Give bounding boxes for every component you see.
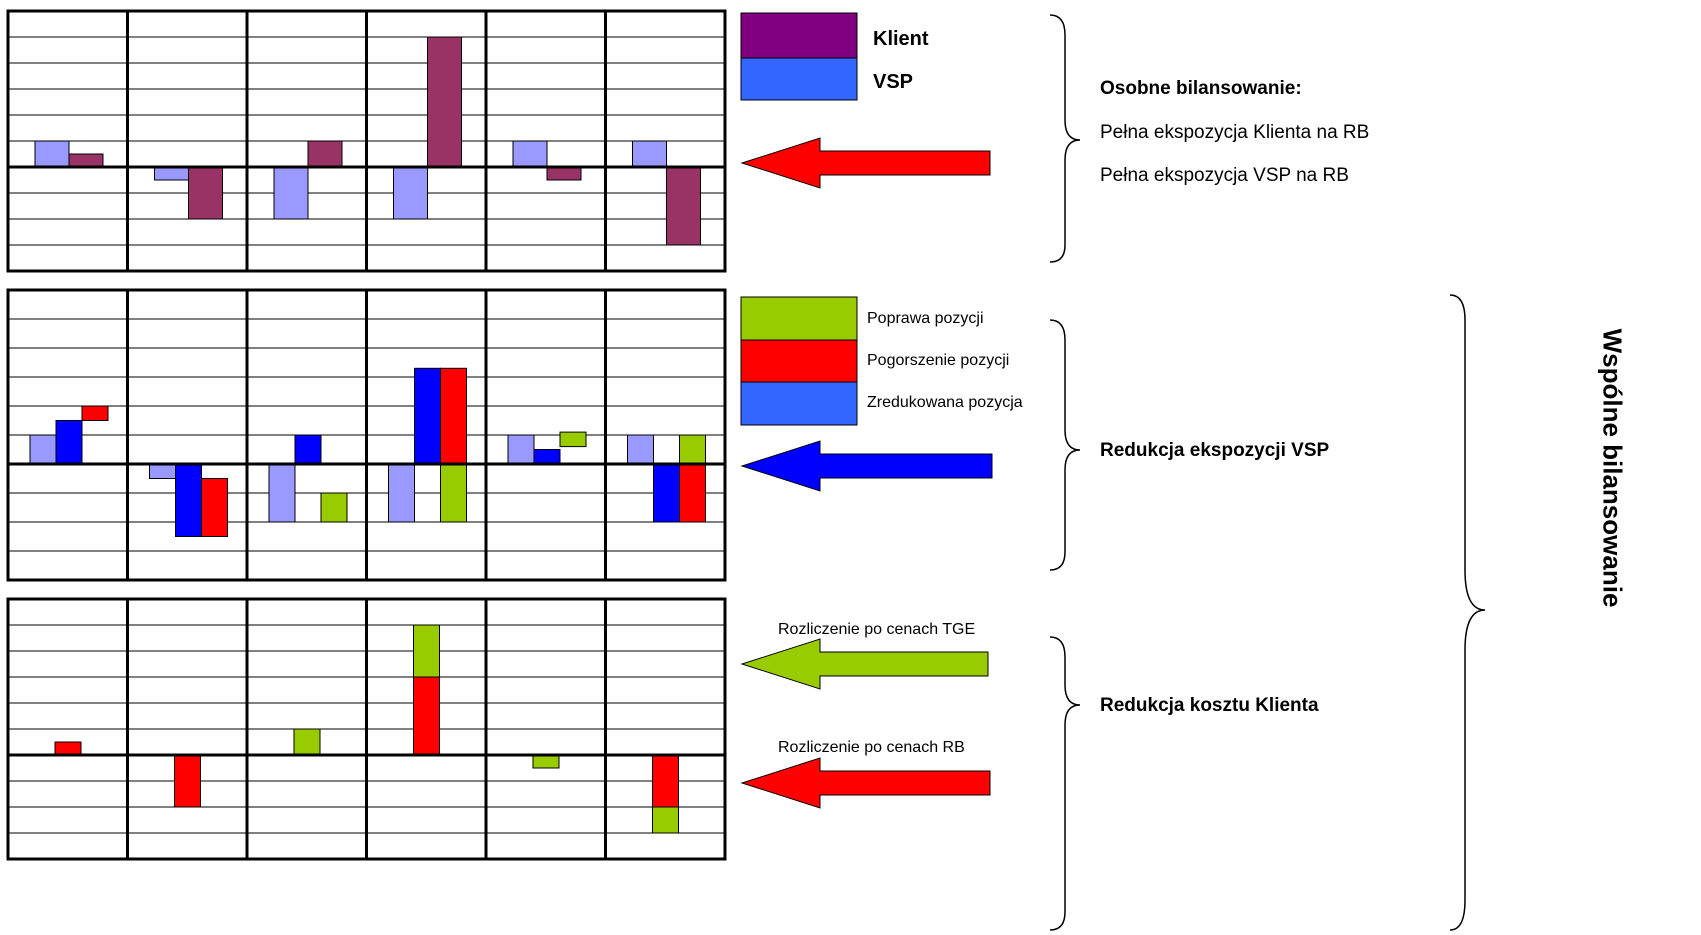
legend-vsp-label: VSP xyxy=(873,71,914,93)
bar-vsp-5 xyxy=(512,140,548,168)
bar-vsp-4 xyxy=(393,166,428,220)
bar-pogorszenie-pozycji-1 xyxy=(54,741,82,756)
bar-vsp-1 xyxy=(34,140,70,168)
bar-klient-3 xyxy=(307,140,343,168)
section3-title: Redukcja kosztu Klienta xyxy=(1100,695,1319,716)
bar-poprawa-pozycji-3 xyxy=(320,492,348,523)
bar-pogorszenie-pozycji-2 xyxy=(201,478,228,537)
arrow-green xyxy=(740,638,989,690)
bar-klient-6 xyxy=(666,166,701,246)
chart-frame xyxy=(6,9,727,273)
bar-vsp-2 xyxy=(154,166,189,181)
bar-klient-4 xyxy=(427,36,462,168)
bar-poprawa-pozycji-6 xyxy=(652,806,679,834)
bar-pogorszenie-pozycji-1 xyxy=(81,405,109,421)
charts-layer xyxy=(6,9,727,861)
arrow-tge-label: Rozliczenie po cenach TGE xyxy=(778,621,976,638)
legend-pogorszenie-swatch xyxy=(740,339,858,383)
arrow-red-top xyxy=(740,137,991,189)
legend-klient-label: Klient xyxy=(873,28,929,50)
bar-pogorszenie-pozycji-2 xyxy=(174,754,201,808)
section1-title: Osobne bilansowanie: xyxy=(1100,78,1302,99)
bar-klient-2 xyxy=(188,166,223,220)
bar-vsp-1 xyxy=(29,434,57,465)
bar-zredukowana-pozycja-3 xyxy=(294,434,322,465)
legend-poprawa-label: Poprawa pozycji xyxy=(867,310,984,327)
brace-section1 xyxy=(1049,14,1081,263)
brace-wspolne xyxy=(1449,294,1486,931)
bar-vsp-6 xyxy=(632,140,667,168)
bar-vsp-2 xyxy=(149,463,176,479)
legend-klient-swatch xyxy=(740,12,858,59)
bar-vsp-6 xyxy=(627,434,654,465)
bar-klient-1 xyxy=(68,153,104,168)
bar-poprawa-pozycji-5 xyxy=(532,754,560,769)
arrow-blue xyxy=(740,440,993,492)
bar-vsp-3 xyxy=(268,463,296,523)
legend-vsp-swatch xyxy=(740,57,858,101)
bar-zredukowana-pozycja-2 xyxy=(175,463,202,537)
chart-frame xyxy=(6,288,727,582)
bar-poprawa-pozycji-5 xyxy=(559,431,587,448)
legend-poprawa-swatch xyxy=(740,296,858,341)
arrow-rb-label: Rozliczenie po cenach RB xyxy=(778,739,965,756)
bar-vsp-3 xyxy=(273,166,309,220)
side-title: Wspólne bilansowanie xyxy=(1597,328,1628,608)
bar-pogorszenie-pozycji-4 xyxy=(413,676,440,756)
bar-poprawa-pozycji-6 xyxy=(679,434,706,465)
bar-poprawa-pozycji-4 xyxy=(440,463,467,523)
legend-zredukowana-swatch xyxy=(740,381,858,426)
bar-pogorszenie-pozycji-4 xyxy=(440,367,467,465)
bar-zredukowana-pozycja-6 xyxy=(653,463,680,523)
bar-zredukowana-pozycja-1 xyxy=(55,420,83,465)
bar-vsp-5 xyxy=(507,434,535,465)
section2-title: Redukcja ekspozycji VSP xyxy=(1100,440,1330,461)
bar-poprawa-pozycji-3 xyxy=(293,728,321,756)
bar-pogorszenie-pozycji-6 xyxy=(652,754,679,808)
chart-frame xyxy=(6,597,727,861)
brace-section3 xyxy=(1049,636,1081,931)
bar-pogorszenie-pozycji-6 xyxy=(679,463,706,523)
bar-klient-5 xyxy=(546,166,582,181)
legend-zredukowana-label: Zredukowana pozycja xyxy=(867,394,1023,411)
legend-pogorszenie-label: Pogorszenie pozycji xyxy=(867,352,1010,369)
bar-zredukowana-pozycja-5 xyxy=(533,449,561,465)
bar-zredukowana-pozycja-4 xyxy=(414,367,441,465)
section1-line1: Pełna ekspozycja Klienta na RB xyxy=(1100,122,1370,143)
brace-section2 xyxy=(1049,319,1081,571)
bar-poprawa-pozycji-4 xyxy=(413,624,440,678)
bar-vsp-4 xyxy=(388,463,415,523)
arrow-red-bottom xyxy=(740,757,991,809)
section1-line2: Pełna ekspozycja VSP na RB xyxy=(1100,165,1349,186)
